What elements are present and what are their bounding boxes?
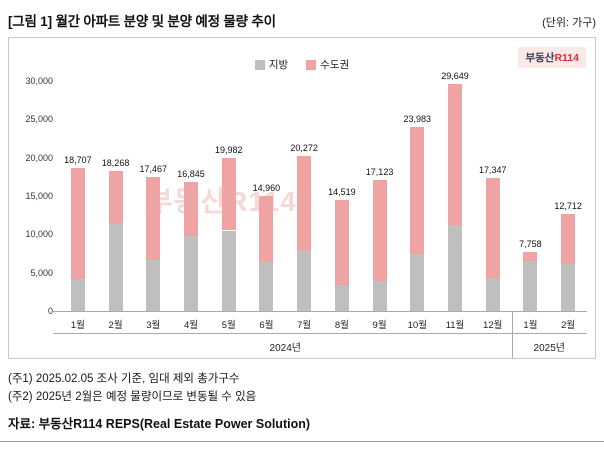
x-tick-label: 11월	[445, 320, 465, 331]
x-tick-label: 1월	[70, 320, 85, 331]
x-tick-label: 7월	[297, 320, 312, 331]
bar-segment-jibang	[523, 261, 538, 311]
legend-label: 지방	[268, 59, 289, 71]
bar-segment-sudogwon	[523, 251, 538, 262]
x-tick-label: 5월	[221, 320, 236, 331]
y-tick-label: 15,000	[25, 191, 53, 201]
legend-swatch-sudogwon	[306, 59, 317, 70]
bar-total-label: 14,519	[328, 186, 356, 197]
x-tick-label: 2월	[561, 320, 576, 331]
bar-segment-jibang	[485, 278, 500, 311]
bar-segment-jibang	[334, 284, 349, 311]
bar-total-label: 17,467	[139, 164, 168, 175]
bar-segment-sudogwon	[146, 177, 161, 260]
footnote-2: (주2) 2025년 2월은 예정 물량이므로 변동될 수 있음	[8, 390, 257, 403]
bar-segment-sudogwon	[259, 196, 274, 262]
x-tick-label: 12월	[483, 320, 503, 331]
bar-segment-jibang	[561, 264, 576, 311]
bar-segment-jibang	[221, 230, 236, 311]
logo-text-red: R114	[554, 52, 579, 64]
bar-segment-sudogwon	[70, 167, 85, 279]
bar-segment-jibang	[372, 281, 387, 311]
plot-area: 30,000 25,000 20,000 15,000 10,000 5,000 0 18,7…	[9, 38, 595, 358]
y-tick-label: 30,000	[25, 76, 53, 86]
bar-segment-jibang	[259, 261, 274, 311]
x-tick-label: 3월	[146, 320, 161, 331]
bar-total-label: 23,983	[403, 114, 432, 125]
bar-segment-sudogwon	[561, 213, 576, 265]
bar-segment-sudogwon	[410, 127, 425, 255]
bar-total-label: 29,649	[441, 70, 469, 81]
x-tick-label: 4월	[183, 320, 199, 331]
bar-total-label: 17,347	[478, 165, 507, 175]
axis-row-divider-line	[53, 333, 587, 334]
x-tick-label: 6월	[259, 320, 274, 331]
legend-label: 수도권	[320, 59, 350, 71]
bar-segment-jibang	[448, 225, 462, 311]
footnotes: (주1) 2025.02.05 조사 기준, 임대 제외 총가구수 (주2) 2…	[8, 371, 596, 407]
x-tick-label: 9월	[372, 320, 387, 331]
bar-total-label: 20,272	[290, 142, 318, 153]
chart-legend: 지방 수도권	[9, 57, 595, 72]
bar-total-label: 19,982	[214, 144, 243, 155]
bar-segment-sudogwon	[372, 179, 387, 282]
x-tick-label: 8월	[334, 320, 349, 331]
bar-segment-jibang	[70, 278, 85, 311]
legend-item-jibang: 지방	[254, 57, 289, 72]
bar-total-label: 12,712	[554, 200, 582, 211]
y-tick-label: 20,000	[25, 152, 53, 163]
bar-segment-jibang	[297, 251, 312, 311]
bar-segment-sudogwon	[221, 157, 236, 231]
bar-segment-sudogwon	[184, 181, 198, 236]
bar-segment-jibang	[410, 254, 425, 311]
x-axis-line	[53, 311, 587, 312]
unit-label: (단위: 가구)	[542, 17, 596, 29]
x-tick-label: 10월	[407, 320, 427, 331]
bar-segment-jibang	[146, 259, 161, 311]
year-divider-line	[511, 311, 513, 358]
logo-text-black: 부동산	[525, 52, 555, 64]
figure-header: [그림 1] 월간 아파트 분양 및 분양 예정 물량 추이 (단위: 가구)	[8, 10, 596, 30]
x-tick-label: 1월	[523, 320, 538, 331]
footnote-1: (주1) 2025.02.05 조사 기준, 임대 제외 총가구수	[8, 373, 240, 385]
bar-segment-sudogwon	[108, 170, 123, 223]
bar-total-label: 7,758	[519, 238, 542, 249]
legend-item-sudogwon: 수도권	[306, 57, 349, 72]
bar-total-label: 16,845	[177, 168, 205, 179]
bar-total-label: 18,707	[64, 154, 92, 165]
y-tick-label: 25,000	[25, 114, 53, 125]
year-label: 2025년	[533, 343, 565, 354]
bar-segment-jibang	[184, 235, 198, 311]
bar-total-label: 18,268	[101, 157, 130, 168]
x-tick-label: 2월	[108, 320, 123, 331]
figure-title: [그림 1] 월간 아파트 분양 및 분양 예정 물량 추이	[8, 14, 276, 29]
bar-segment-sudogwon	[485, 178, 500, 279]
y-tick-label: 5,000	[30, 267, 53, 278]
bar-segment-sudogwon	[297, 155, 312, 252]
source-line: 자료: 부동산R114 REPS(Real Estate Power Solut…	[0, 413, 604, 442]
chart-container: 지방 수도권 부동산R114 30,000 25,000 20,000 15,000 10…	[8, 37, 596, 359]
bar-segment-sudogwon	[334, 199, 349, 285]
year-label: 2024년	[269, 343, 301, 354]
bar-total-label: 17,123	[365, 166, 394, 177]
y-tick-label: 0	[47, 306, 53, 316]
bar-segment-jibang	[108, 222, 123, 311]
bar-segment-sudogwon	[448, 83, 462, 226]
y-tick-label: 10,000	[25, 229, 53, 240]
bar-total-label: 14,960	[252, 183, 281, 194]
legend-swatch-jibang	[254, 59, 265, 70]
r114-logo: 부동산R114	[518, 47, 586, 68]
